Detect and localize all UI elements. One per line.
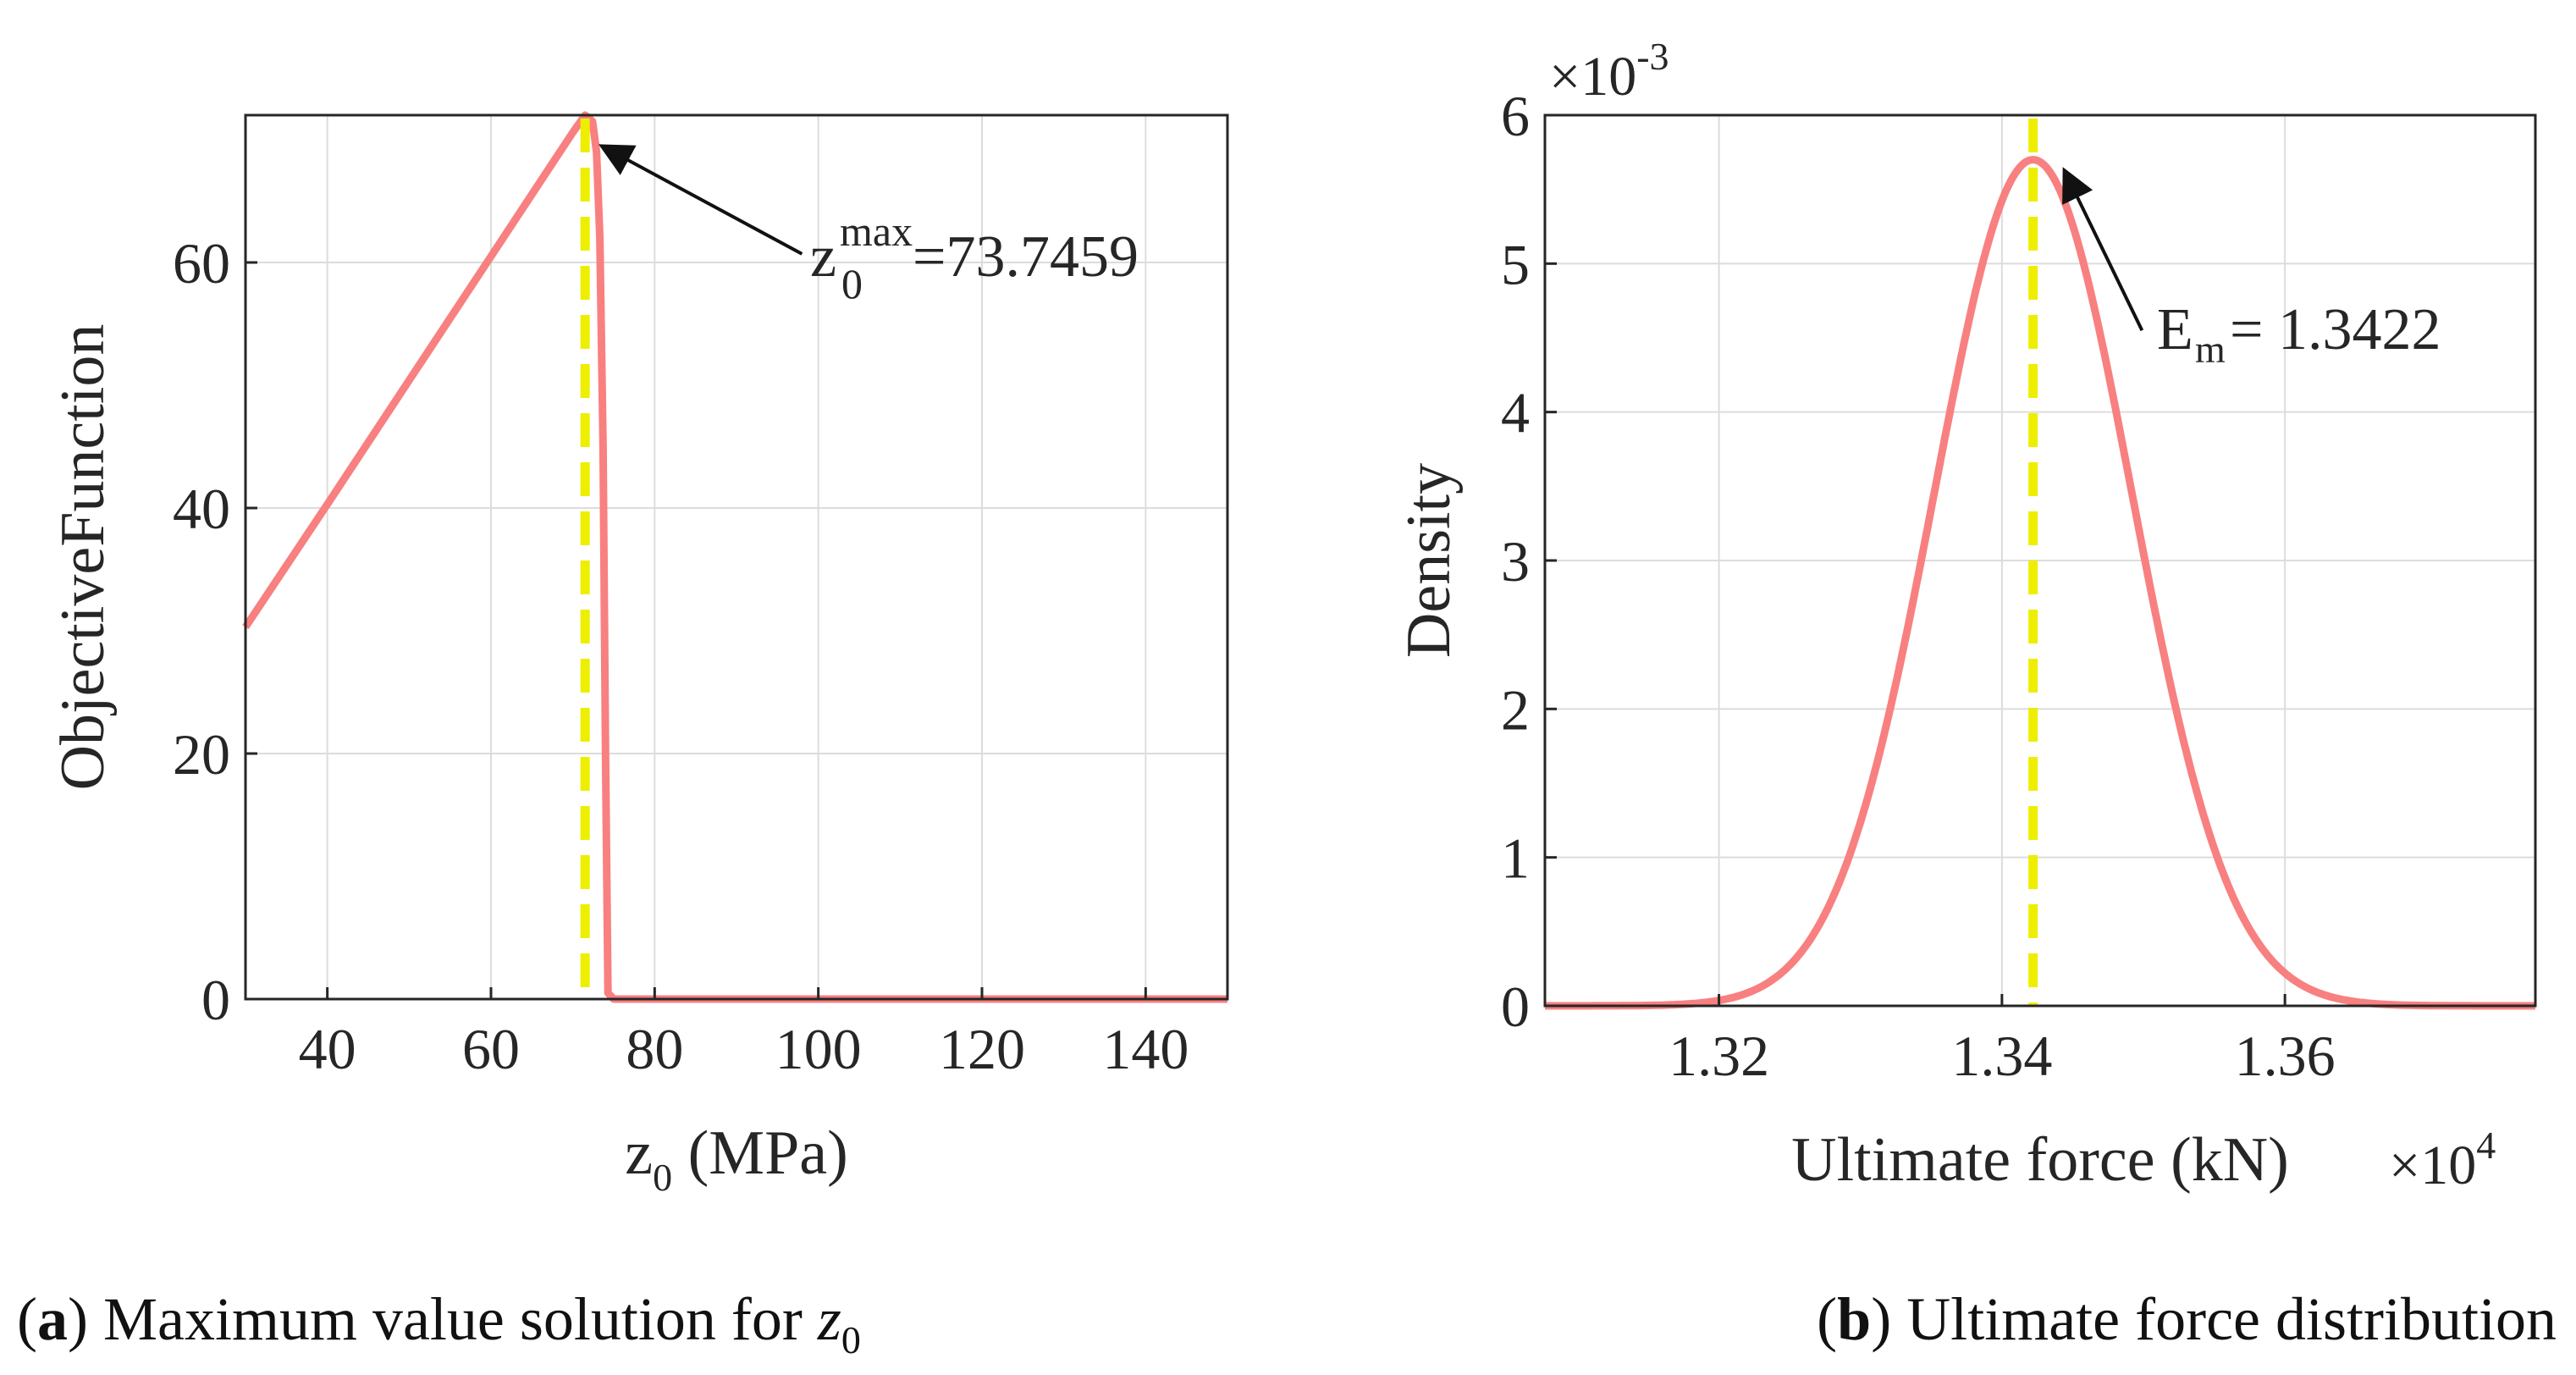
chart-panel-b: 1.32 1.34 1.36 0 1 2 3 4 5 6 ×10-3 ×104 … — [1394, 35, 2537, 1196]
caption-b-text: Ultimate force distribution — [1891, 1285, 2557, 1353]
caption-a-open-paren: ( — [17, 1285, 37, 1353]
x-multiplier-b-base: ×10 — [2389, 1135, 2476, 1196]
x-multiplier-b: ×104 — [2389, 1124, 2496, 1196]
y-tick-label-b-6: 6 — [1501, 84, 1530, 148]
annotation-label-a: z 0 max =73.7459 — [810, 207, 1139, 307]
x-tick-label-a-1: 60 — [462, 1017, 520, 1081]
caption-b-close-paren: ) — [1871, 1285, 1891, 1353]
caption-b: (b) Ultimate force distribution — [1817, 1285, 2557, 1353]
x-tick-label-a-3: 100 — [775, 1017, 862, 1081]
chart-panel-a: 40 60 80 100 120 140 0 20 40 60 Objectiv… — [48, 111, 1229, 1199]
y-multiplier-b: ×10-3 — [1549, 35, 1669, 108]
x-axis-label-a-units: (MPa) — [672, 1118, 848, 1188]
annotation-a-prefix: z — [810, 224, 836, 290]
x-tick-label-a-2: 80 — [626, 1017, 683, 1081]
y-multiplier-b-exp: -3 — [1636, 35, 1669, 78]
annotation-b-prefix: E — [2157, 297, 2193, 362]
x-axis-label-a: z0 (MPa) — [625, 1118, 847, 1199]
annotation-b-value: = 1.3422 — [2230, 297, 2441, 362]
plot-frame-a — [244, 113, 1229, 1001]
y-tick-label-b-3: 3 — [1501, 529, 1530, 594]
caption-a-text: Maximum value solution for — [88, 1285, 818, 1353]
x-multiplier-b-exp: 4 — [2476, 1124, 2496, 1167]
y-tick-label-b-0: 0 — [1501, 975, 1530, 1039]
y-tick-label-b-1: 1 — [1501, 826, 1530, 891]
y-axis-label-b: Density — [1394, 463, 1464, 658]
y-axis-a: 0 20 40 60 — [173, 231, 257, 1032]
x-tick-label-b-2: 1.36 — [2235, 1024, 2336, 1088]
annotation-arrow-a — [598, 144, 803, 256]
caption-a-sub: 0 — [841, 1318, 861, 1361]
y-tick-label-a-2: 40 — [173, 477, 230, 541]
x-axis-b: 1.32 1.34 1.36 — [1669, 994, 2336, 1088]
x-axis-a: 40 60 80 100 120 140 — [299, 987, 1189, 1081]
annotation-arrow-b — [2062, 167, 2144, 332]
caption-b-open-paren: ( — [1817, 1285, 1837, 1353]
caption-a-close-paren: ) — [68, 1285, 88, 1353]
annotation-label-b: E m = 1.3422 — [2157, 297, 2441, 371]
annotation-a-sub: 0 — [841, 260, 863, 307]
caption-a-letter: a — [37, 1285, 68, 1353]
x-axis-label-b: Ultimate force (kN) — [1791, 1125, 2289, 1195]
objective-function-curve — [242, 111, 1227, 1003]
y-tick-label-b-5: 5 — [1501, 232, 1530, 296]
x-tick-label-a-0: 40 — [299, 1017, 356, 1081]
y-axis-b: 0 1 2 3 4 5 6 — [1501, 84, 1557, 1039]
y-multiplier-b-base: ×10 — [1549, 46, 1636, 108]
annotation-b-sub: m — [2195, 328, 2226, 371]
x-axis-label-a-base: z — [625, 1118, 653, 1188]
x-tick-label-b-0: 1.32 — [1669, 1024, 1769, 1088]
x-axis-label-a-sub: 0 — [653, 1156, 672, 1199]
caption-b-letter: b — [1837, 1285, 1871, 1353]
grid-b — [1545, 114, 2535, 1007]
y-tick-label-a-0: 0 — [201, 968, 230, 1032]
x-tick-label-a-5: 140 — [1102, 1017, 1189, 1081]
density-curve — [1543, 156, 2537, 1010]
x-tick-label-a-4: 120 — [939, 1017, 1025, 1081]
x-tick-label-b-1: 1.34 — [1951, 1024, 2052, 1088]
caption-a-var: z — [817, 1285, 841, 1353]
y-axis-label-a: ObjectiveFunction — [48, 324, 118, 791]
y-tick-label-b-4: 4 — [1501, 381, 1530, 445]
y-tick-label-b-2: 2 — [1501, 677, 1530, 742]
annotation-a-sup: max — [840, 207, 913, 255]
y-tick-label-a-1: 20 — [173, 722, 230, 787]
annotation-a-value: =73.7459 — [913, 224, 1139, 290]
y-tick-label-a-3: 60 — [173, 231, 230, 295]
caption-a: (a) Maximum value solution for z0 — [17, 1285, 861, 1361]
